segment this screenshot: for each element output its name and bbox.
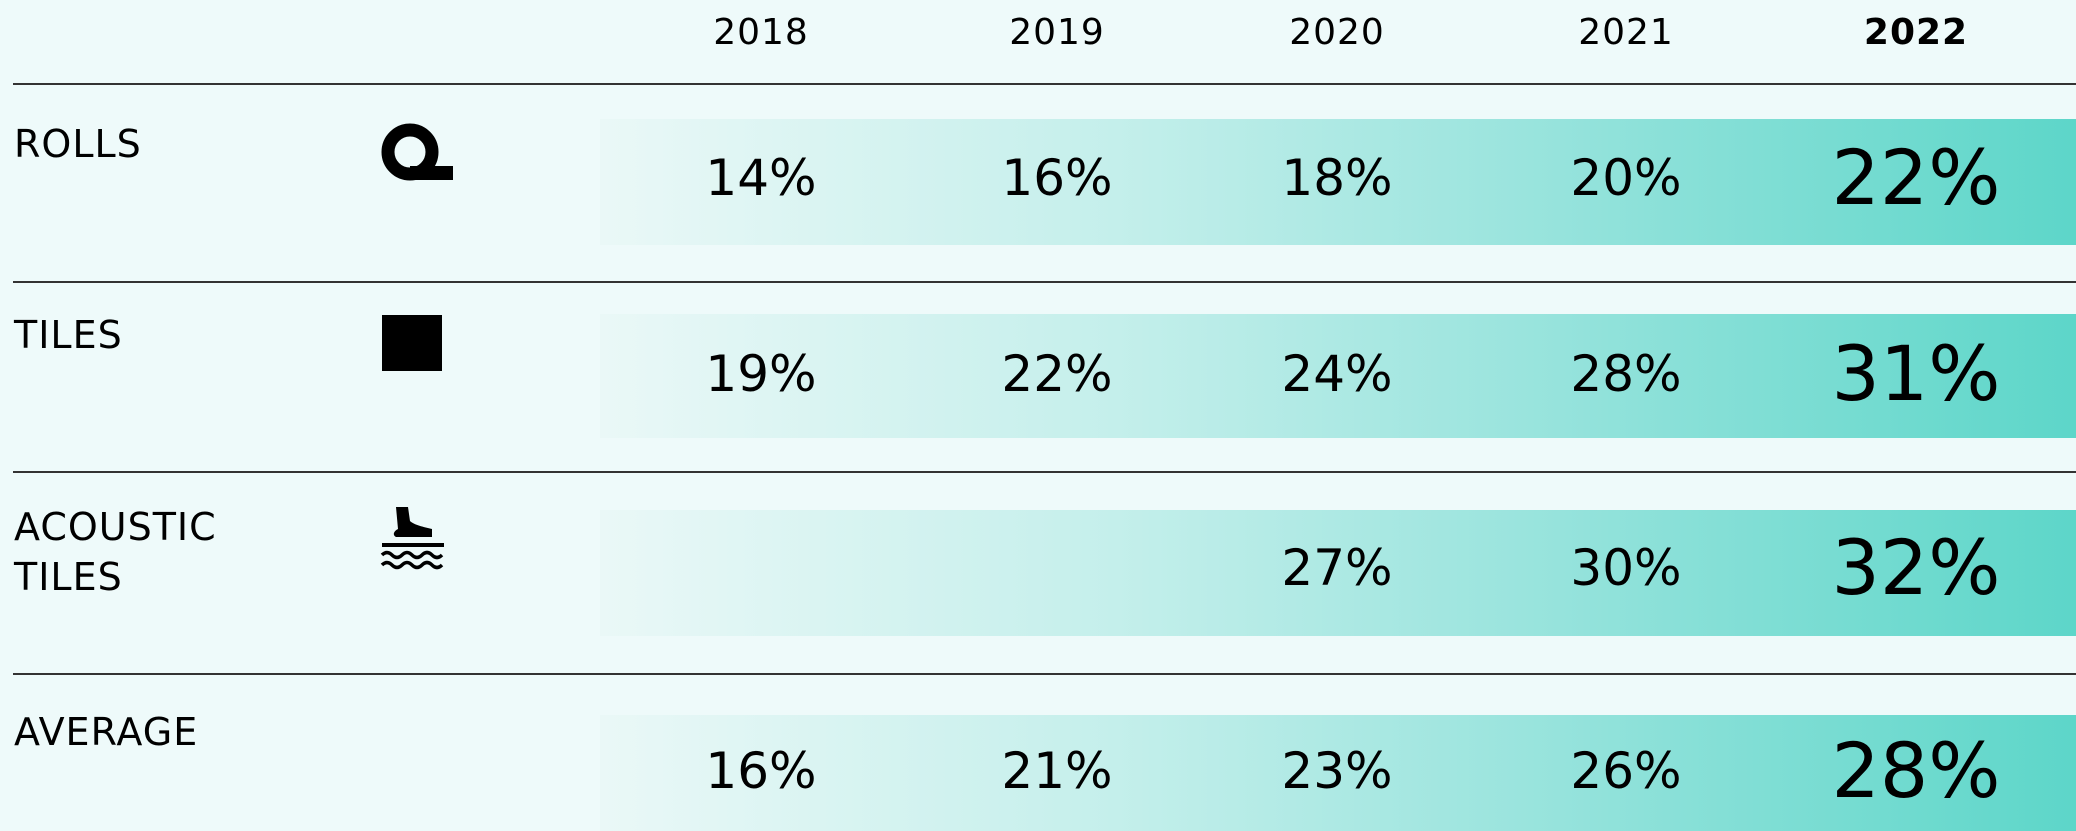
- value-cell: 27%: [1281, 539, 1393, 597]
- rule: [13, 471, 2076, 473]
- year-header: 2020: [1289, 12, 1385, 53]
- value-cell: 30%: [1570, 539, 1682, 597]
- value-cell: 18%: [1281, 149, 1393, 207]
- value-cell: 21%: [1001, 742, 1113, 800]
- value-band: [600, 314, 2076, 438]
- row-label: TILES: [14, 313, 123, 357]
- value-cell: 22%: [1001, 345, 1113, 403]
- year-header: 2022: [1863, 12, 1969, 53]
- value-cell: 26%: [1570, 742, 1682, 800]
- value-cell: 14%: [705, 149, 817, 207]
- value-band: [600, 715, 2076, 831]
- year-header: 2021: [1578, 12, 1674, 53]
- rule: [13, 281, 2076, 283]
- value-cell: 31%: [1831, 329, 2001, 419]
- value-cell: 28%: [1570, 345, 1682, 403]
- year-header: 2018: [713, 12, 809, 53]
- value-cell: 24%: [1281, 345, 1393, 403]
- value-cell: 28%: [1831, 726, 2001, 816]
- rule: [13, 83, 2076, 85]
- value-cell: 32%: [1831, 523, 2001, 613]
- value-cell: 20%: [1570, 149, 1682, 207]
- year-header: 2019: [1009, 12, 1105, 53]
- value-cell: 16%: [705, 742, 817, 800]
- row-label: ACOUSTIC TILES: [14, 505, 217, 599]
- value-cell: 22%: [1831, 133, 2001, 223]
- value-cell: 19%: [705, 345, 817, 403]
- value-cell: 16%: [1001, 149, 1113, 207]
- rolls-icon: [381, 123, 453, 181]
- value-cell: 23%: [1281, 742, 1393, 800]
- acoustic-icon: [380, 507, 444, 570]
- row-label: AVERAGE: [14, 710, 199, 754]
- value-band: [600, 510, 2076, 636]
- rule: [13, 673, 2076, 675]
- tiles-icon: [382, 315, 442, 371]
- value-band: [600, 119, 2076, 245]
- row-label: ROLLS: [14, 122, 142, 166]
